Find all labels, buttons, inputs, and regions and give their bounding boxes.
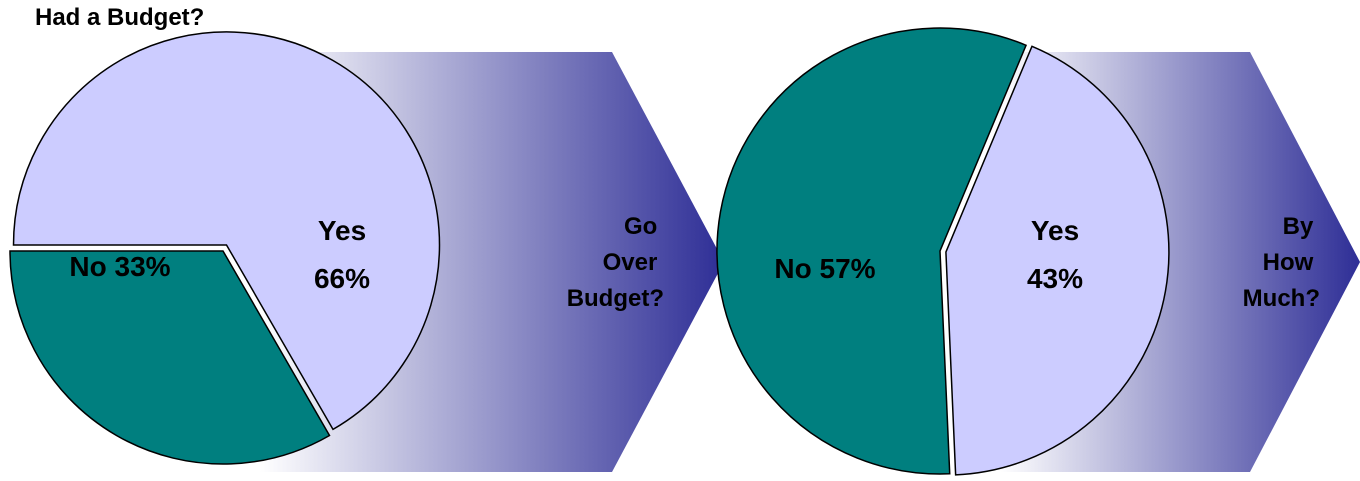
- pie-1-slice-no: [9, 250, 331, 465]
- pie-1-slice-yes: [12, 31, 441, 431]
- arrow-2-label-line-1: By: [1283, 213, 1314, 240]
- pie-chart-over-budget: No 57% Yes 43%: [716, 27, 1170, 476]
- page-title: Had a Budget?: [35, 4, 205, 31]
- arrow-2-label-line-3: Much?: [1243, 285, 1320, 312]
- arrow-1-label-line-2: Over: [603, 249, 658, 276]
- pie-1-label-no: No 33%: [69, 251, 170, 282]
- pie-2-label-no: No 57%: [774, 253, 875, 284]
- arrow-2-label: By How Much?: [1243, 213, 1320, 312]
- pie-2-slice-no: [716, 27, 1028, 475]
- pie-chart-had-budget: No 33% Yes 66%: [9, 31, 441, 465]
- arrow-1-label-line-3: Budget?: [567, 285, 664, 312]
- arrow-1-label-line-1: Go: [624, 213, 657, 240]
- arrow-1-label: Go Over Budget?: [567, 213, 664, 312]
- arrow-2-label-line-2: How: [1263, 249, 1314, 276]
- pie-2-slice-yes: [945, 45, 1170, 476]
- pie-1-label-yes: Yes 66%: [314, 215, 370, 294]
- pie-2-label-yes: Yes 43%: [1027, 215, 1083, 294]
